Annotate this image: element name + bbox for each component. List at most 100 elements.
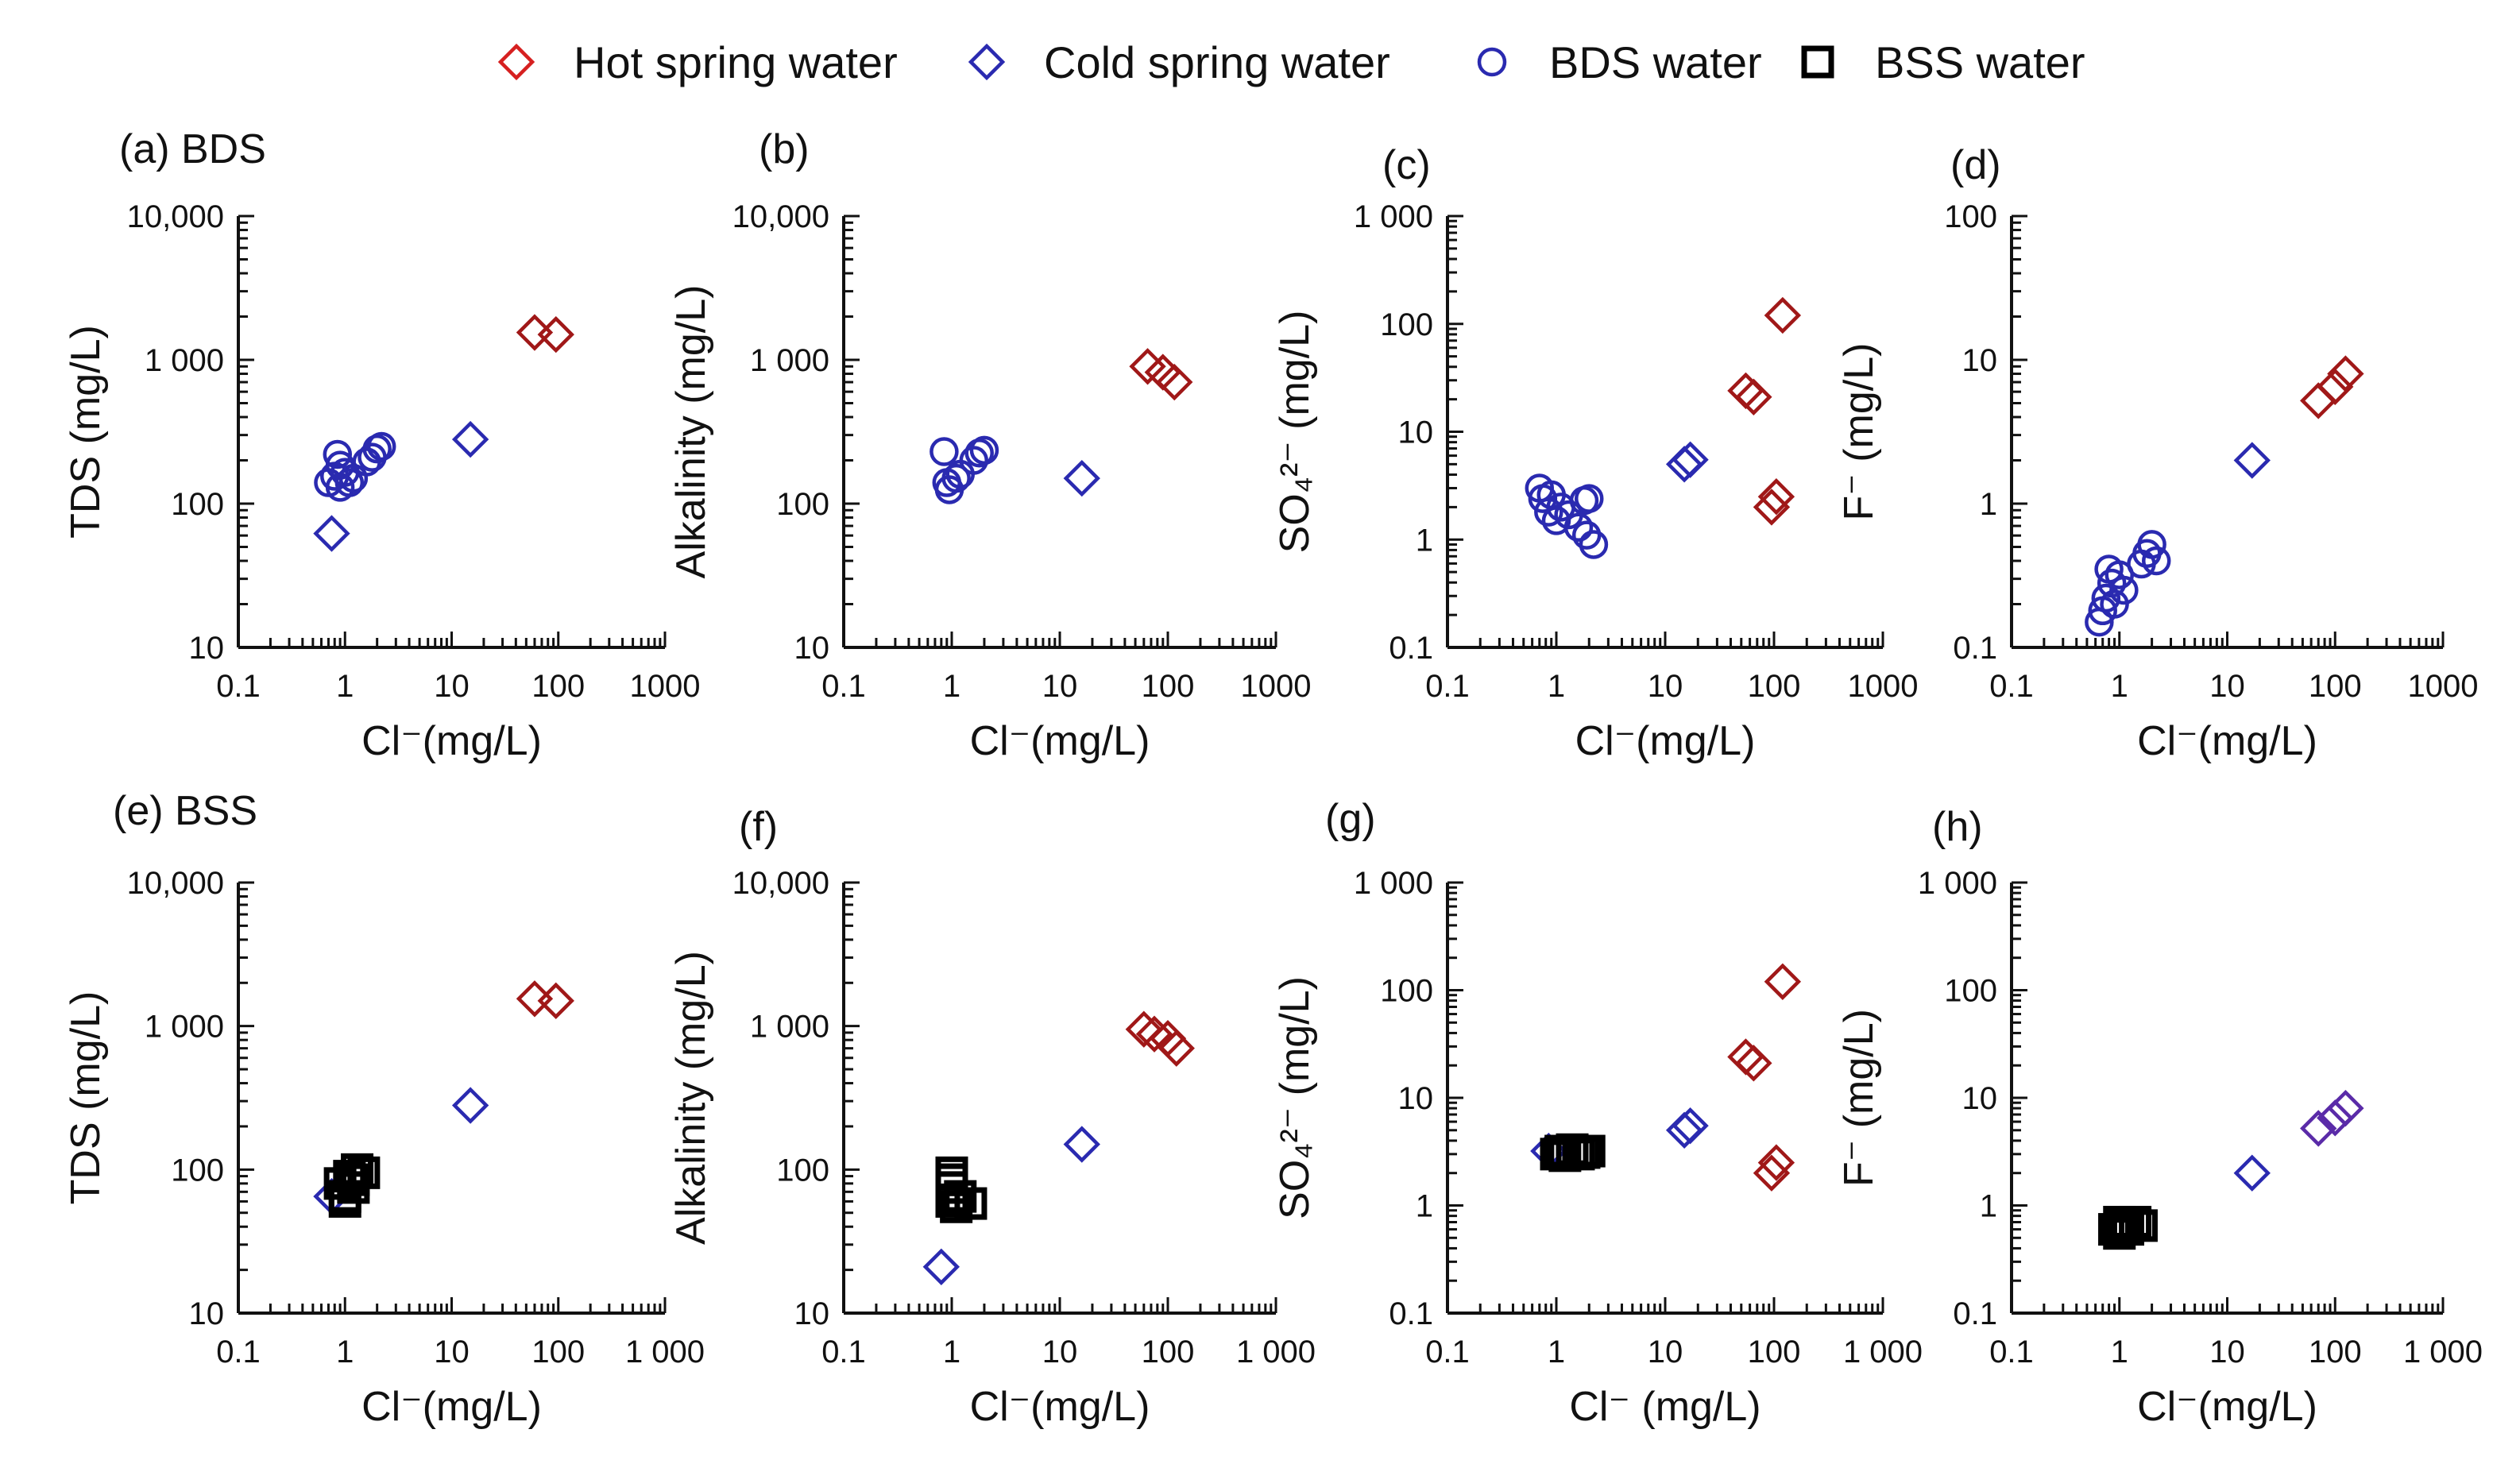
legend-label: BSS water bbox=[1875, 37, 2085, 87]
x-tick-label: 1 bbox=[1548, 669, 1565, 704]
y-tick-label: 10 bbox=[189, 1296, 225, 1331]
legend-label: Cold spring water bbox=[1044, 37, 1390, 87]
x-tick-label: 0.1 bbox=[821, 1335, 866, 1369]
data-point bbox=[334, 468, 365, 497]
y-axis-label: Alkalinity (mg/L) bbox=[668, 951, 714, 1245]
y-axis-label: Alkalinity (mg/L) bbox=[668, 285, 714, 579]
data-point bbox=[922, 1248, 960, 1285]
data-point bbox=[1063, 459, 1100, 497]
x-tick-label: 1000 bbox=[1848, 669, 1919, 704]
data-point bbox=[1158, 1030, 1195, 1067]
legend-marker bbox=[1477, 47, 1507, 77]
y-tick-label: 10 bbox=[1962, 343, 1998, 378]
data-point bbox=[1572, 1134, 1606, 1168]
data-point bbox=[1665, 1111, 1703, 1149]
x-tick-label: 1 bbox=[943, 669, 960, 704]
panel-label: (b) bbox=[759, 126, 810, 172]
x-tick-label: 10 bbox=[1042, 669, 1078, 704]
x-tick-label: 1 000 bbox=[1236, 1335, 1316, 1369]
x-axis-label: Cl⁻(mg/L) bbox=[970, 1384, 1150, 1430]
data-point bbox=[1156, 363, 1193, 401]
panel-label: (f) bbox=[739, 804, 778, 850]
x-tick-label: 0.1 bbox=[1425, 1335, 1470, 1369]
x-tick-label: 100 bbox=[1142, 1335, 1195, 1369]
y-tick-label: 1 bbox=[1980, 487, 1997, 522]
y-tick-label: 1 000 bbox=[750, 343, 829, 378]
x-tick-label: 1 bbox=[1548, 1335, 1565, 1369]
y-tick-label: 10,000 bbox=[732, 199, 829, 234]
x-tick-label: 0.1 bbox=[216, 1335, 261, 1369]
y-tick-label: 1 bbox=[1416, 523, 1433, 558]
data-point bbox=[313, 515, 350, 552]
data-point bbox=[2233, 442, 2271, 479]
data-point bbox=[2137, 530, 2166, 559]
y-tick-label: 10,000 bbox=[732, 866, 829, 901]
data-point bbox=[2327, 1089, 2364, 1127]
data-point bbox=[1063, 1126, 1100, 1163]
data-point bbox=[2317, 368, 2354, 406]
x-tick-label: 0.1 bbox=[1425, 669, 1470, 704]
data-point bbox=[537, 982, 574, 1020]
y-tick-label: 100 bbox=[1380, 974, 1433, 1009]
data-point bbox=[941, 463, 971, 493]
data-point bbox=[2119, 1205, 2152, 1238]
data-point bbox=[1574, 484, 1604, 513]
chart-panel: 0.1 1 10 100 1 000 0.1 1 10 100 1 000 Cl⁻ (mg/L) SO… bbox=[1272, 796, 1923, 1430]
data-point bbox=[341, 1153, 374, 1186]
y-tick-label: 100 bbox=[1944, 974, 1997, 1009]
x-tick-label: 0.1 bbox=[216, 669, 261, 704]
data-point bbox=[1563, 512, 1594, 543]
y-tick-label: 0.1 bbox=[1953, 631, 1997, 666]
chart-panel: 0.1 1 10 100 1000 0.1 1 10 100 Cl⁻(mg/L) F⁻ (mg/L)… bbox=[1836, 142, 2478, 764]
x-axis-label: Cl⁻(mg/L) bbox=[2137, 718, 2317, 764]
x-tick-label: 100 bbox=[1748, 669, 1801, 704]
data-point bbox=[1672, 1107, 1709, 1145]
x-tick-label: 100 bbox=[2309, 1335, 2362, 1369]
x-tick-label: 100 bbox=[1142, 669, 1195, 704]
data-point bbox=[1129, 348, 1166, 385]
chart-panel: 0.1 1 10 100 1 000 10 100 1 000 10,000 Cl⁻(mg/L) A… bbox=[668, 804, 1316, 1430]
x-tick-label: 10 bbox=[2209, 669, 2245, 704]
y-tick-label: 1 bbox=[1980, 1189, 1997, 1224]
legend-marker bbox=[1801, 45, 1834, 79]
x-tick-label: 10 bbox=[1648, 1335, 1683, 1369]
y-tick-label: 1 000 bbox=[1918, 866, 1997, 901]
y-tick-label: 10 bbox=[794, 631, 830, 666]
panels: 0.1 1 10 100 1000 10 100 1 000 10,000 Cl⁻(mg/L) TD… bbox=[63, 126, 2483, 1430]
x-tick-label: 1 000 bbox=[1843, 1335, 1923, 1369]
panel-label: (c) bbox=[1382, 142, 1431, 188]
chart-panel: 0.1 1 10 100 1000 10 100 1 000 10,000 Cl⁻(mg/L) Al… bbox=[668, 126, 1311, 764]
y-tick-label: 0.1 bbox=[1953, 1296, 1997, 1331]
legend-marker bbox=[968, 43, 1006, 81]
data-point bbox=[1753, 489, 1791, 526]
data-point bbox=[1579, 530, 1609, 559]
y-tick-label: 0.1 bbox=[1389, 631, 1433, 666]
data-point bbox=[451, 420, 489, 458]
x-tick-label: 1 bbox=[943, 1335, 960, 1369]
y-tick-label: 100 bbox=[776, 487, 829, 522]
panel-label: (d) bbox=[1950, 142, 2001, 188]
data-point bbox=[954, 1187, 988, 1220]
x-axis-label: Cl⁻(mg/L) bbox=[2137, 1384, 2317, 1430]
data-point bbox=[969, 435, 999, 466]
data-point bbox=[944, 1180, 977, 1213]
panel-label: (h) bbox=[1932, 804, 1983, 850]
data-point bbox=[537, 315, 574, 353]
x-tick-label: 1 000 bbox=[2403, 1335, 2483, 1369]
data-point bbox=[1735, 1045, 1772, 1082]
x-tick-label: 100 bbox=[2309, 669, 2362, 704]
data-point bbox=[930, 437, 959, 466]
data-point bbox=[1672, 441, 1709, 478]
data-point bbox=[1757, 478, 1795, 516]
data-point bbox=[451, 1087, 489, 1124]
data-point bbox=[945, 459, 976, 489]
data-point bbox=[1764, 963, 1802, 1000]
data-point bbox=[516, 980, 554, 1018]
y-tick-label: 10 bbox=[1398, 415, 1434, 450]
y-tick-label: 10 bbox=[794, 1296, 830, 1331]
x-tick-label: 100 bbox=[531, 669, 585, 704]
y-tick-label: 100 bbox=[776, 1153, 829, 1188]
x-tick-label: 1 bbox=[2111, 669, 2128, 704]
x-tick-label: 1 bbox=[336, 1335, 354, 1369]
